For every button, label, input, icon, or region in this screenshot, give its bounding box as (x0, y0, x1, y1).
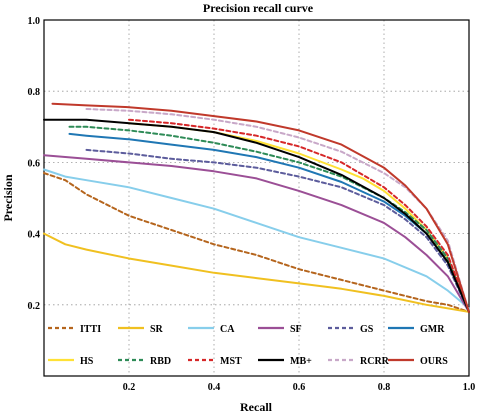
legend-label: CA (220, 324, 235, 335)
legend-label: MST (220, 356, 242, 367)
x-tick-label: 0.4 (208, 382, 221, 393)
series-line-itti (43, 172, 470, 313)
y-axis-label: Precision (1, 174, 15, 221)
x-axis-label: Recall (240, 400, 273, 413)
axis-ticks: 0.2 0.4 0.6 0.8 1.0 0.2 0.4 0.6 0.8 1.0 (28, 16, 476, 393)
legend-label: HS (80, 356, 94, 367)
plot-frame (43, 19, 470, 377)
legend-label: SR (150, 324, 164, 335)
legend-label: OURS (420, 356, 448, 367)
x-tick-label: 0.2 (123, 382, 136, 393)
legend-label: RBD (150, 356, 171, 367)
y-tick-label: 0.4 (28, 230, 41, 241)
y-tick-label: 0.2 (28, 301, 41, 312)
y-tick-label: 1.0 (28, 16, 41, 27)
y-tick-label: 0.8 (28, 87, 41, 98)
series-line-ours (51, 102, 470, 313)
x-tick-label: 0.8 (378, 382, 391, 393)
legend-label: MB+ (290, 356, 312, 367)
series-line-rbd (68, 125, 470, 313)
chart-title: Precision recall curve (203, 1, 314, 15)
legend-label: GMR (420, 324, 445, 335)
x-tick-label: 1.0 (463, 382, 476, 393)
series-line-sf (43, 154, 470, 313)
grid (44, 20, 469, 376)
series-line-mst (128, 118, 470, 313)
y-tick-label: 0.6 (28, 158, 41, 169)
series-lines (43, 102, 470, 313)
legend-label: GS (360, 324, 374, 335)
x-tick-label: 0.6 (293, 382, 306, 393)
series-line-gs (85, 148, 470, 313)
series-line-rcrr (85, 108, 470, 313)
legend-label: RCRR (360, 356, 390, 367)
series-line-mb (43, 118, 470, 313)
legend-label: ITTI (80, 324, 101, 335)
legend: ITTI SR CA SF GS GMR HS RBD MST MB+ RCRR OURS (48, 324, 448, 367)
series-line-sr (43, 232, 470, 313)
legend-label: SF (290, 324, 302, 335)
series-line-ca (43, 168, 470, 310)
